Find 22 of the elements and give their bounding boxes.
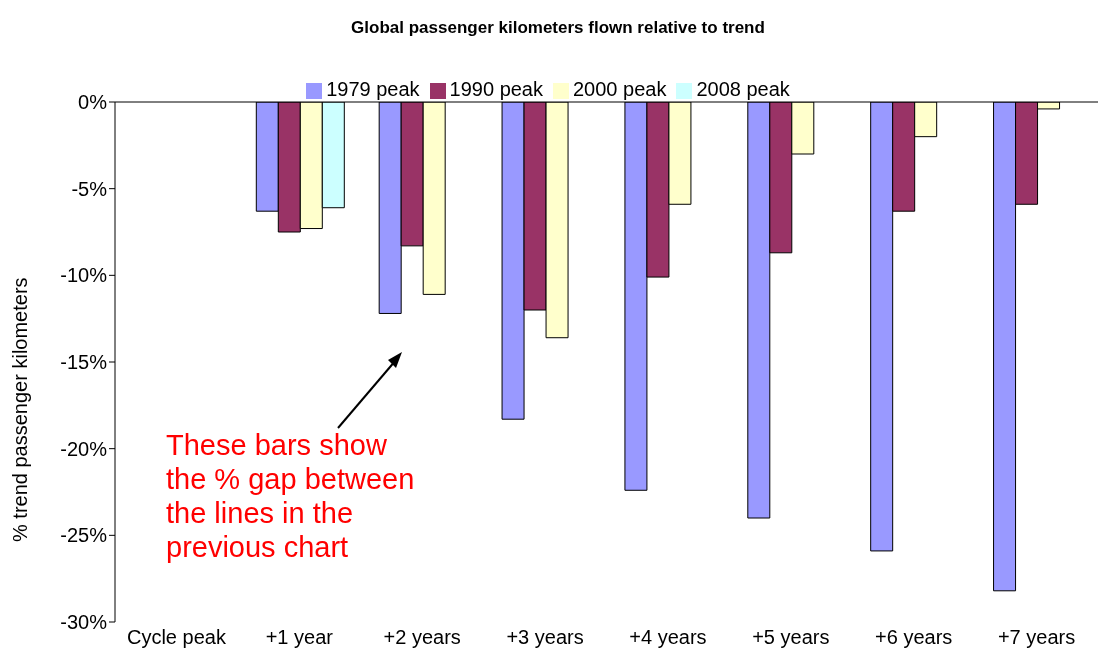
y-tick-label: -20% (60, 437, 108, 460)
y-axis-title: % trend passenger kilometers (9, 277, 32, 542)
legend-label: 2000 peak (573, 78, 667, 100)
x-tick-label: Cycle peak (126, 626, 227, 649)
x-tick-label: +5 years (752, 626, 830, 649)
y-tick-label: -25% (60, 524, 108, 547)
y-tick-label: -10% (60, 264, 108, 287)
x-tick-label: +2 years (383, 626, 461, 649)
y-tick-label: -15% (60, 351, 108, 374)
legend-label: 1990 peak (449, 78, 543, 100)
annotation: These bars show the % gap between the lines in the previous chart (166, 428, 416, 564)
y-tick-label: 0% (78, 91, 108, 114)
x-tick-label: +4 years (629, 626, 707, 649)
x-tick-label: +3 years (506, 626, 584, 649)
x-tick-label: +7 years (997, 626, 1076, 649)
x-tick-label: +1 year (265, 626, 334, 649)
y-tick-label: -5% (71, 177, 108, 200)
y-tick-label: -30% (60, 611, 108, 634)
chart-title: Global passenger kilometers flown relative to trend (350, 18, 766, 38)
x-tick-label: +6 years (875, 626, 953, 649)
legend-label: 1979 peak (326, 78, 420, 100)
legend-label: 2008 peak (696, 78, 790, 100)
